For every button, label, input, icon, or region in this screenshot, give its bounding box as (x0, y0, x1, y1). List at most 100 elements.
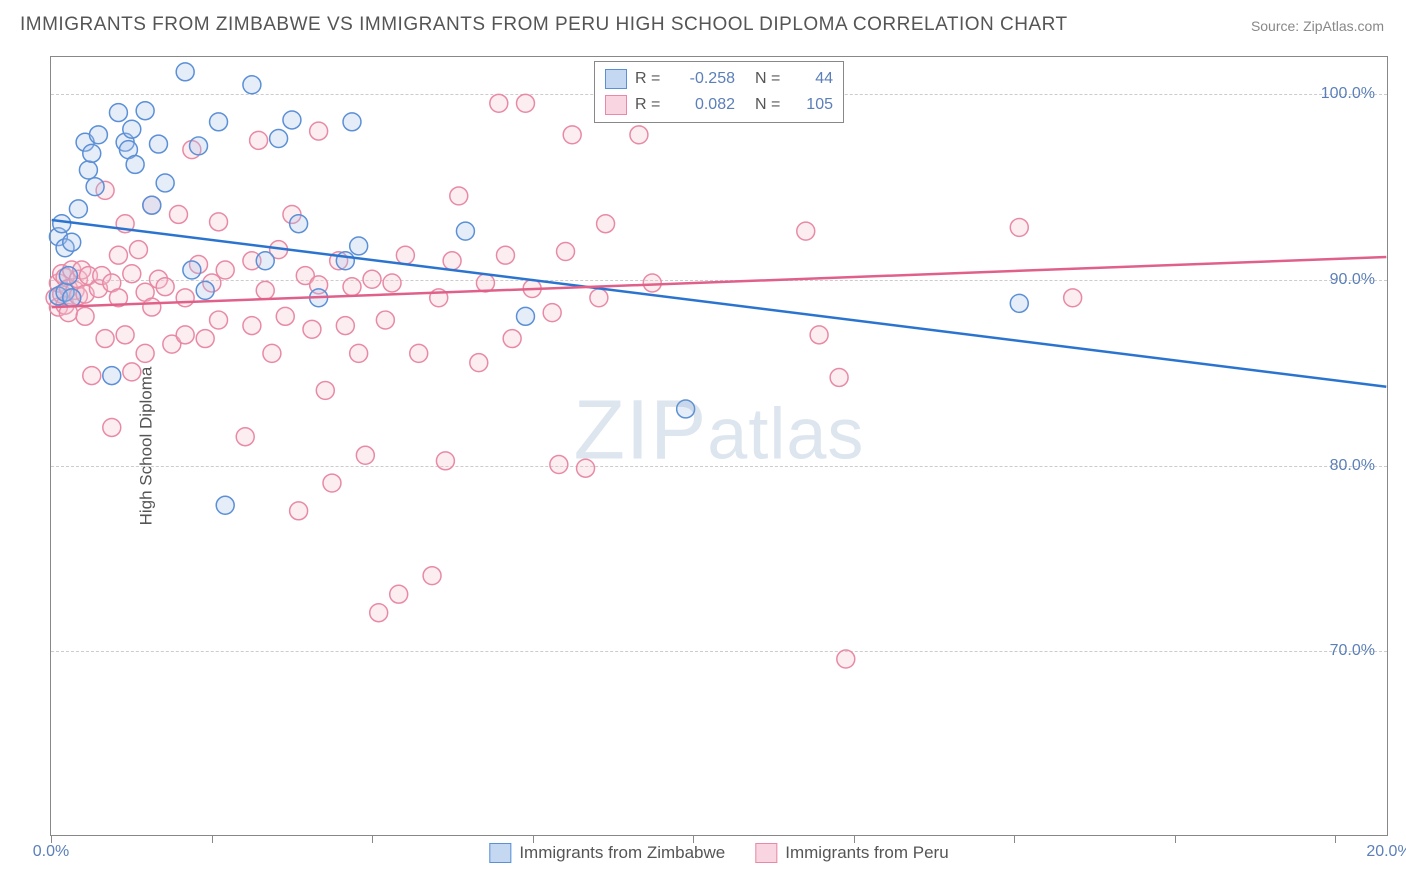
data-point (323, 474, 341, 492)
data-point (83, 367, 101, 385)
data-point (129, 241, 147, 259)
data-point (550, 456, 568, 474)
data-point (643, 274, 661, 292)
data-point (316, 381, 334, 399)
legend-item-peru: Immigrants from Peru (755, 843, 948, 863)
data-point (1010, 218, 1028, 236)
legend-label-peru: Immigrants from Peru (785, 843, 948, 863)
data-point (350, 237, 368, 255)
n-label: N = (755, 96, 785, 114)
data-point (123, 120, 141, 138)
data-point (150, 135, 168, 153)
data-point (577, 459, 595, 477)
data-point (116, 326, 134, 344)
legend-row-zimbabwe: R = -0.258 N = 44 (605, 66, 833, 92)
data-point (350, 344, 368, 362)
r-value-zimbabwe: -0.258 (675, 70, 735, 88)
data-point (370, 604, 388, 622)
data-point (543, 304, 561, 322)
data-point (423, 567, 441, 585)
data-point (126, 155, 144, 173)
plot-area: High School Diploma 70.0%80.0%90.0%100.0… (50, 56, 1388, 836)
data-point (490, 94, 508, 112)
data-point (517, 307, 535, 325)
data-point (797, 222, 815, 240)
data-point (136, 102, 154, 120)
n-value-zimbabwe: 44 (793, 70, 833, 88)
data-point (210, 311, 228, 329)
data-point (156, 174, 174, 192)
data-point (336, 252, 354, 270)
data-point (143, 298, 161, 316)
data-point (336, 317, 354, 335)
data-point (216, 496, 234, 514)
data-point (1010, 294, 1028, 312)
chart-title: IMMIGRANTS FROM ZIMBABWE VS IMMIGRANTS F… (20, 14, 1068, 36)
data-point (503, 330, 521, 348)
data-point (830, 368, 848, 386)
legend-label-zimbabwe: Immigrants from Zimbabwe (519, 843, 725, 863)
data-point (103, 367, 121, 385)
r-value-peru: 0.082 (675, 96, 735, 114)
data-point (183, 261, 201, 279)
data-point (590, 289, 608, 307)
data-point (837, 650, 855, 668)
data-point (557, 243, 575, 261)
data-point (597, 215, 615, 233)
source-attribution: Source: ZipAtlas.com (1251, 18, 1384, 34)
data-point (256, 281, 274, 299)
data-point (136, 344, 154, 362)
data-point (436, 452, 454, 470)
data-point (176, 326, 194, 344)
data-point (270, 130, 288, 148)
data-point (250, 131, 268, 149)
data-point (86, 178, 104, 196)
data-point (303, 320, 321, 338)
legend-row-peru: R = 0.082 N = 105 (605, 92, 833, 118)
correlation-legend: R = -0.258 N = 44 R = 0.082 N = 105 (594, 61, 844, 123)
data-point (443, 252, 461, 270)
data-point (176, 289, 194, 307)
data-point (677, 400, 695, 418)
data-point (450, 187, 468, 205)
data-point (290, 502, 308, 520)
data-point (470, 354, 488, 372)
data-point (59, 267, 77, 285)
trend-line (52, 220, 1387, 387)
data-point (216, 261, 234, 279)
data-point (236, 428, 254, 446)
data-point (83, 144, 101, 162)
data-point (383, 274, 401, 292)
legend-swatch-peru-icon (755, 843, 777, 863)
data-point (343, 113, 361, 131)
data-point (563, 126, 581, 144)
data-point (410, 344, 428, 362)
legend-swatch-zimbabwe (605, 69, 627, 89)
data-point (123, 265, 141, 283)
legend-swatch-peru (605, 95, 627, 115)
x-tick-label: 0.0% (33, 843, 69, 861)
x-tick-label: 20.0% (1366, 843, 1406, 861)
data-point (53, 215, 71, 233)
data-point (170, 205, 188, 223)
data-point (376, 311, 394, 329)
data-point (363, 270, 381, 288)
data-point (109, 246, 127, 264)
legend-swatch-zimbabwe-icon (489, 843, 511, 863)
data-point (96, 330, 114, 348)
data-point (210, 213, 228, 231)
n-value-peru: 105 (793, 96, 833, 114)
data-point (210, 113, 228, 131)
r-label: R = (635, 96, 667, 114)
data-point (243, 76, 261, 94)
data-point (123, 363, 141, 381)
data-point (69, 200, 87, 218)
data-point (143, 196, 161, 214)
data-point (63, 233, 81, 251)
data-point (476, 274, 494, 292)
data-point (343, 278, 361, 296)
data-point (396, 246, 414, 264)
data-point (1064, 289, 1082, 307)
data-point (63, 289, 81, 307)
data-point (290, 215, 308, 233)
